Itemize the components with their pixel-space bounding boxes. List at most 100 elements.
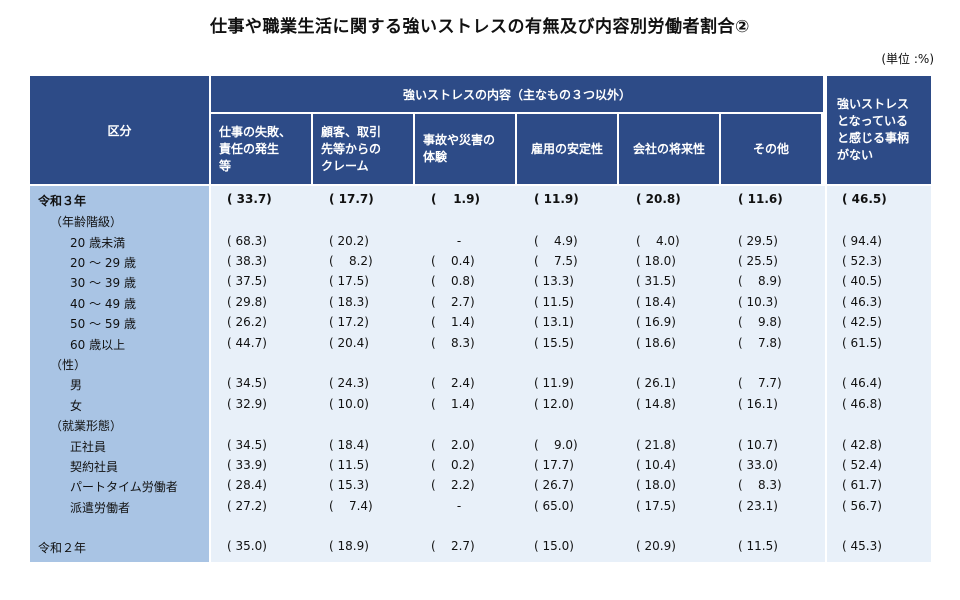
row-label: 令和３年	[38, 194, 87, 208]
cell-value: ( 10.0)	[329, 397, 369, 411]
cell-value: ( 61.5)	[842, 336, 882, 350]
cell-value: ( 23.1)	[738, 499, 778, 513]
cell-value: ( 11.9)	[534, 376, 574, 390]
cell-value: ( 52.3)	[842, 254, 882, 268]
header-column-4: 雇用の安定性	[517, 114, 617, 184]
cell-value: ( 56.7)	[842, 499, 882, 513]
row-label: 正社員	[70, 440, 107, 454]
cell-value: ( 4.0)	[636, 234, 680, 248]
cell-value: ( 18.0)	[636, 254, 676, 268]
cell-value: ( 0.8)	[431, 274, 475, 288]
cell-value: ( 7.4)	[329, 499, 373, 513]
cell-value: ( 8.2)	[329, 254, 373, 268]
cell-value: ( 15.0)	[534, 539, 574, 553]
cell-value: ( 35.0)	[227, 539, 267, 553]
cell-value: ( 29.8)	[227, 295, 267, 309]
cell-value: ( 20.9)	[636, 539, 676, 553]
cell-value: ( 34.5)	[227, 376, 267, 390]
cell-value: ( 33.9)	[227, 458, 267, 472]
cell-value: ( 17.7)	[534, 458, 574, 472]
column-divider	[825, 186, 827, 562]
cell-value: ( 42.8)	[842, 438, 882, 452]
cell-value: ( 26.7)	[534, 478, 574, 492]
cell-value: ( 17.5)	[636, 499, 676, 513]
cell-value: ( 16.1)	[738, 397, 778, 411]
cell-value: ( 18.9)	[329, 539, 369, 553]
cell-value: ( 2.2)	[431, 478, 475, 492]
header-column-3: 事故や災害の 体験	[415, 114, 515, 184]
cell-value: ( 46.4)	[842, 376, 882, 390]
label-column	[30, 186, 209, 562]
cell-value: ( 7.5)	[534, 254, 578, 268]
cell-value: ( 31.5)	[636, 274, 676, 288]
header-column-line: 顧客、取引	[321, 124, 382, 139]
cell-value: ( 38.3)	[227, 254, 267, 268]
cell-value: ( 18.4)	[636, 295, 676, 309]
cell-value: ( 45.3)	[842, 539, 882, 553]
cell-value: -	[456, 499, 462, 513]
table-row: 50 ～ 59 歳 ( 26.2) ( 17.2) ( 1.4) ( 13.1) ( 16…	[30, 313, 931, 333]
cell-value: ( 40.5)	[842, 274, 882, 288]
cell-value: ( 8.9)	[738, 274, 782, 288]
cell-value: ( 4.9)	[534, 234, 578, 248]
cell-value: ( 11.9)	[534, 192, 579, 206]
row-label: 30 ～ 39 歳	[70, 276, 136, 290]
cell-value: ( 44.7)	[227, 336, 267, 350]
table-row: 男 ( 34.5) ( 24.3) ( 2.4) ( 11.9) ( 26.1) ( 7.7…	[30, 374, 931, 394]
cell-value: ( 20.8)	[636, 192, 681, 206]
cell-value: ( 16.9)	[636, 315, 676, 329]
cell-value: ( 11.6)	[738, 192, 783, 206]
header-column-6: その他	[721, 114, 821, 184]
header-column-1: 仕事の失敗、 責任の発生等	[211, 114, 311, 184]
table-row: 40 ～ 49 歳 ( 29.8) ( 18.3) ( 2.7) ( 11.5) ( 18…	[30, 293, 931, 313]
table-row: 女 ( 32.9) ( 10.0) ( 1.4) ( 12.0) ( 14.8) ( 16.…	[30, 395, 931, 415]
header-no-stress-line: となっている	[837, 114, 909, 128]
cell-value: ( 0.2)	[431, 458, 475, 472]
row-label: 契約社員	[70, 460, 119, 474]
table-row: （就業形態）	[30, 415, 931, 435]
header-column-line: 事故や災害の	[423, 133, 496, 147]
cell-value: ( 11.5)	[738, 539, 778, 553]
header-column-line: 責任の発生	[219, 141, 280, 156]
cell-value: ( 37.5)	[227, 274, 267, 288]
table-row: 60 歳以上 ( 44.7) ( 20.4) ( 8.3) ( 15.5) ( 18.6)…	[30, 334, 931, 354]
cell-value: ( 15.5)	[534, 336, 574, 350]
cell-value: ( 18.3)	[329, 295, 369, 309]
row-label: 20 歳未満	[70, 236, 126, 250]
cell-value: ( 27.2)	[227, 499, 267, 513]
header-column-line: クレーム	[321, 158, 369, 173]
table-row: （年齢階級）	[30, 211, 931, 231]
table-row: 30 ～ 39 歳 ( 37.5) ( 17.5) ( 0.8) ( 13.3) ( 31…	[30, 272, 931, 292]
row-label: 40 ～ 49 歳	[70, 297, 136, 311]
row-label: 20 ～ 29 歳	[70, 256, 136, 270]
row-label: （性）	[50, 358, 87, 372]
cell-value: ( 13.3)	[534, 274, 574, 288]
header-column-line: 雇用の安定性	[530, 141, 603, 156]
cell-value: ( 25.5)	[738, 254, 778, 268]
header-category: 区分	[30, 76, 209, 184]
cell-value: ( 1.4)	[431, 315, 475, 329]
cell-value: ( 17.5)	[329, 274, 369, 288]
cell-value: ( 2.7)	[431, 539, 475, 553]
cell-value: ( 2.4)	[431, 376, 475, 390]
cell-value: ( 33.0)	[738, 458, 778, 472]
cell-value: ( 15.3)	[329, 478, 369, 492]
table-row: 派遣労働者 ( 27.2) ( 7.4) - ( 65.0) ( 17.5) ( 23.1)…	[30, 497, 931, 517]
data-area	[211, 186, 931, 562]
row-label: 派遣労働者	[70, 501, 131, 515]
row-label: （年齢階級）	[50, 215, 123, 229]
cell-value: ( 68.3)	[227, 234, 267, 248]
table-row: 契約社員 ( 33.9) ( 11.5) ( 0.2) ( 17.7) ( 10.4) ( …	[30, 456, 931, 476]
cell-value: ( 1.4)	[431, 397, 475, 411]
cell-value: ( 10.4)	[636, 458, 676, 472]
header-no-stress-line: 強いストレス	[837, 97, 910, 111]
cell-value: ( 17.2)	[329, 315, 369, 329]
cell-value: ( 8.3)	[738, 478, 782, 492]
row-label: パートタイム労働者	[70, 480, 178, 494]
table-row: 正社員 ( 34.5) ( 18.4) ( 2.0) ( 9.0) ( 21.8) ( 10…	[30, 436, 931, 456]
cell-value: ( 9.0)	[534, 438, 578, 452]
header-column-line: 会社の将来性	[632, 141, 705, 156]
cell-value: ( 14.8)	[636, 397, 676, 411]
cell-value: ( 2.7)	[431, 295, 475, 309]
row-label: 女	[70, 399, 83, 413]
